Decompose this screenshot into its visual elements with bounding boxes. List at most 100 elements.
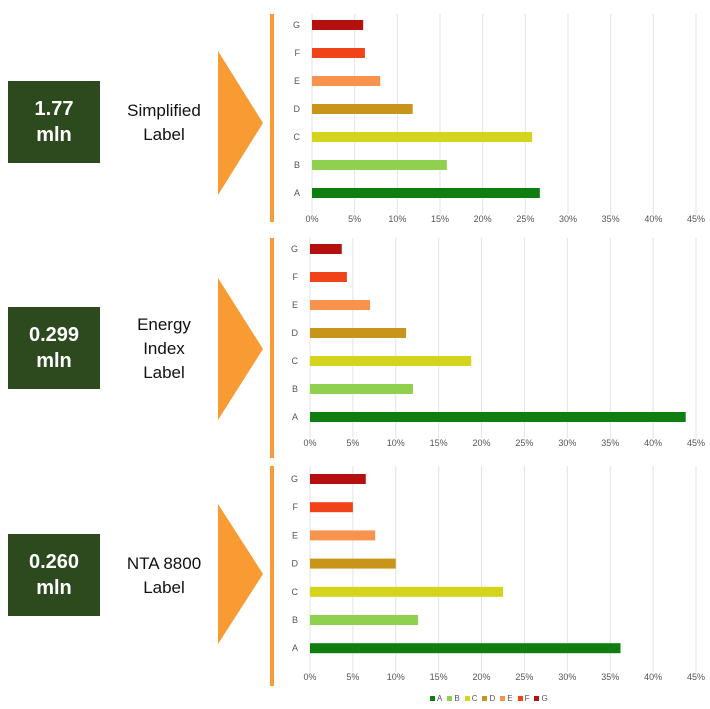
x-tick-label: 35% <box>601 438 619 448</box>
bar-a <box>312 188 540 198</box>
legend-item: G <box>534 694 548 703</box>
legend-swatch <box>430 696 435 701</box>
bar-b <box>310 615 419 625</box>
bar-g <box>310 474 366 484</box>
legend-item: B <box>447 694 460 703</box>
x-tick-label: 0% <box>303 672 316 682</box>
legend-label: G <box>541 694 548 703</box>
label-line: Label <box>143 578 185 597</box>
x-tick-label: 20% <box>473 438 491 448</box>
x-tick-label: 35% <box>602 214 620 224</box>
x-tick-label: 30% <box>559 214 577 224</box>
y-category-label: D <box>294 104 301 114</box>
label-line: Simplified <box>127 101 201 120</box>
x-tick-label: 10% <box>387 438 405 448</box>
x-tick-label: 5% <box>348 214 361 224</box>
x-tick-label: 40% <box>644 214 662 224</box>
x-tick-label: 45% <box>687 214 705 224</box>
legend-label: F <box>524 694 530 703</box>
x-tick-label: 25% <box>515 438 533 448</box>
y-category-label: D <box>292 559 299 569</box>
x-tick-label: 20% <box>473 672 491 682</box>
bar-e <box>310 530 376 541</box>
legend-swatch <box>447 696 453 701</box>
legend-label: A <box>437 694 443 703</box>
badge-value: 1.77 <box>34 98 74 120</box>
bar-f <box>312 48 365 58</box>
badge-value: 0.299 <box>28 324 80 346</box>
bar-d <box>310 328 407 338</box>
count-badge-simplified: 1.77 mln <box>8 81 100 163</box>
legend-swatch <box>464 696 470 701</box>
chart-legend: A B C D E F G <box>430 694 548 703</box>
y-category-label: C <box>292 356 299 366</box>
y-category-label: C <box>294 132 301 142</box>
y-category-label: F <box>295 48 301 58</box>
badge-value: 0.260 <box>28 551 80 573</box>
y-category-label: A <box>292 643 298 653</box>
bar-f <box>310 272 347 282</box>
x-tick-label: 10% <box>387 672 405 682</box>
legend-label: D <box>489 694 496 703</box>
arrow-icon <box>218 278 263 420</box>
x-tick-label: 15% <box>430 438 448 448</box>
badge-unit: mln <box>36 350 72 372</box>
y-category-label: B <box>294 160 300 170</box>
bar-g <box>312 20 364 30</box>
panel-divider <box>270 14 274 222</box>
x-tick-label: 0% <box>303 438 316 448</box>
count-badge-nta-8800: 0.260 mln <box>8 534 100 616</box>
y-category-label: E <box>294 76 300 86</box>
bar-g <box>310 244 342 254</box>
x-tick-label: 5% <box>346 672 359 682</box>
count-badge-energy-index: 0.299 mln <box>8 307 100 389</box>
bar-b <box>310 384 413 394</box>
arrow-icon <box>218 504 263 644</box>
y-category-label: G <box>291 474 298 484</box>
legend-item: D <box>482 694 495 703</box>
badge-unit: mln <box>36 124 72 146</box>
x-tick-label: 5% <box>346 438 359 448</box>
bar-b <box>312 160 447 170</box>
bar-f <box>310 502 353 513</box>
x-tick-label: 45% <box>687 672 705 682</box>
label-line: Index <box>143 339 185 358</box>
x-tick-label: 40% <box>644 438 662 448</box>
legend-item: C <box>464 694 478 703</box>
legend-label: C <box>471 694 478 703</box>
label-line: NTA 8800 <box>126 554 202 573</box>
bar-c <box>312 132 533 142</box>
x-tick-label: 10% <box>388 214 406 224</box>
y-category-label: G <box>291 244 298 254</box>
legend-swatch <box>482 696 488 701</box>
legend-label: E <box>507 694 513 703</box>
x-tick-label: 30% <box>558 672 576 682</box>
x-tick-label: 25% <box>516 214 534 224</box>
label-type-simplified: Simplified Label <box>112 99 216 147</box>
x-tick-label: 30% <box>558 438 576 448</box>
legend-item: E <box>500 694 513 703</box>
x-tick-label: 40% <box>644 672 662 682</box>
label-line: Energy <box>137 315 191 334</box>
chart-energy-index-label: 0% 5% 10% 15% 20% 25% 30% 35% 40% 45% G F E D C B A <box>291 238 705 448</box>
arrow-icon <box>218 51 263 195</box>
x-tick-label: 20% <box>474 214 492 224</box>
y-category-label: A <box>292 412 298 422</box>
bar-e <box>312 76 381 86</box>
badge-unit: mln <box>36 577 72 599</box>
x-tick-label: 25% <box>515 672 533 682</box>
bar-d <box>312 104 413 114</box>
x-tick-label: 35% <box>601 672 619 682</box>
bar-d <box>310 558 396 569</box>
legend-item: A <box>430 694 442 703</box>
bar-a <box>310 643 621 654</box>
y-category-label: C <box>292 587 299 597</box>
y-category-label: E <box>292 300 298 310</box>
bar-c <box>310 586 503 597</box>
legend-item: F <box>517 694 530 703</box>
x-tick-label: 15% <box>431 214 449 224</box>
bar-c <box>310 356 472 366</box>
x-tick-label: 0% <box>305 214 318 224</box>
chart-nta-8800-label: 0% 5% 10% 15% 20% 25% 30% 35% 40% 45% G F E D C B A <box>291 466 705 682</box>
chart-simplified-label: 0% 5% 10% 15% 20% 25% 30% 35% 40% 45% G F E D C B A <box>293 14 705 224</box>
